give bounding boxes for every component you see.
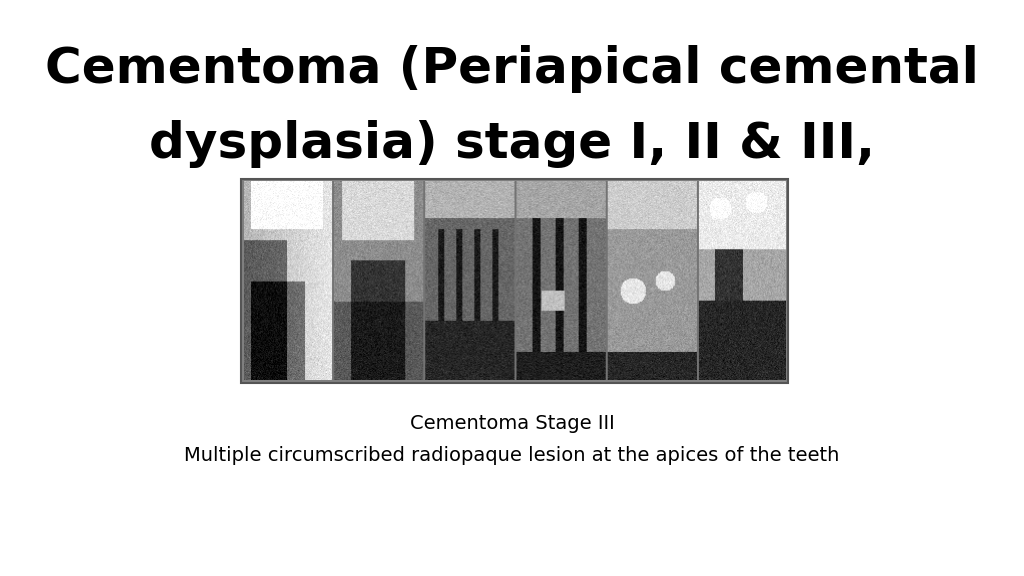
Text: Multiple circumscribed radiopaque lesion at the apices of the teeth: Multiple circumscribed radiopaque lesion… [184, 446, 840, 464]
Text: Cementoma Stage III: Cementoma Stage III [410, 414, 614, 433]
Text: Cementoma (Periapical cemental: Cementoma (Periapical cemental [45, 45, 979, 93]
Bar [241, 179, 788, 383]
Text: dysplasia) stage I, II & III,: dysplasia) stage I, II & III, [150, 120, 874, 168]
